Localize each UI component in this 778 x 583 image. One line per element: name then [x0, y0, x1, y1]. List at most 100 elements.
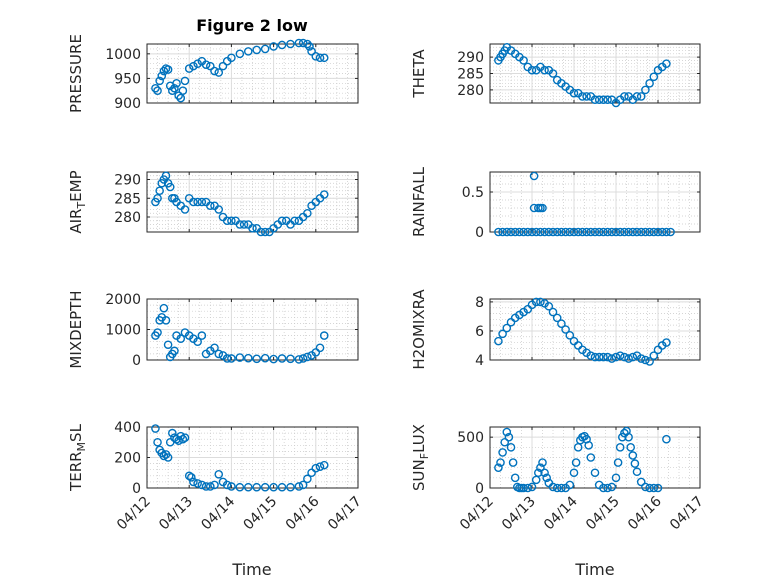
- data-point: [157, 71, 167, 81]
- data-point: [222, 480, 232, 490]
- data-point: [227, 482, 236, 491]
- data-point: [599, 227, 608, 237]
- data-point: [594, 95, 604, 105]
- data-point: [205, 201, 215, 211]
- data-point: [571, 458, 581, 467]
- y-tick-label: 1000: [105, 47, 141, 63]
- data-point: [168, 86, 177, 96]
- data-point: [193, 479, 202, 488]
- data-point: [252, 354, 262, 364]
- data-point: [510, 227, 520, 237]
- data-point: [294, 482, 304, 491]
- data-point: [252, 45, 262, 55]
- subplot-h2omixra: 4 6 8 H2OMIXRA: [410, 289, 701, 370]
- data-point: [653, 227, 663, 237]
- data-point: [607, 354, 617, 363]
- data-point: [260, 227, 270, 237]
- data-point: [557, 319, 566, 328]
- data-point: [584, 440, 594, 450]
- data-point: [536, 297, 545, 307]
- data-point: [303, 39, 312, 49]
- data-point: [502, 427, 512, 437]
- data-point: [239, 220, 249, 229]
- data-point: [565, 480, 575, 490]
- data-point: [252, 482, 262, 492]
- data-point: [286, 482, 295, 492]
- data-point: [544, 227, 554, 237]
- data-point: [227, 216, 236, 226]
- data-point: [201, 482, 211, 491]
- data-point: [227, 354, 236, 363]
- data-point: [189, 477, 198, 487]
- data-point: [243, 47, 253, 56]
- data-point: [531, 297, 541, 307]
- data-point: [515, 227, 524, 237]
- data-point: [494, 336, 503, 346]
- y-tick-label: 2000: [105, 292, 141, 308]
- data-point: [494, 227, 503, 237]
- data-point: [315, 53, 325, 63]
- data-point: [155, 76, 164, 86]
- data-point: [151, 424, 160, 433]
- data-point: [260, 44, 270, 54]
- data-point: [666, 227, 675, 237]
- data-point: [624, 354, 633, 363]
- data-point: [632, 227, 642, 237]
- y-tick-label: 0: [132, 353, 141, 369]
- data-point: [286, 39, 295, 49]
- data-point: [636, 477, 646, 487]
- data-point: [586, 351, 596, 360]
- data-point: [504, 432, 514, 442]
- data-point: [628, 352, 638, 362]
- data-point: [578, 92, 587, 101]
- data-point: [161, 171, 171, 181]
- data-point: [286, 354, 295, 364]
- data-point: [235, 49, 245, 59]
- data-point: [653, 483, 663, 493]
- data-point: [508, 458, 518, 467]
- data-point: [498, 227, 507, 237]
- data-point: [534, 468, 543, 478]
- y-axis-label: AIRTEMP: [67, 170, 88, 233]
- data-point: [155, 186, 164, 196]
- data-point: [561, 325, 570, 334]
- data-point: [557, 227, 566, 237]
- data-point: [235, 482, 245, 492]
- data-point: [269, 42, 278, 51]
- data-point: [613, 458, 623, 467]
- y-tick-label: 285: [457, 67, 484, 83]
- data-point: [603, 352, 612, 362]
- data-point: [260, 482, 270, 492]
- subplot-rainfall: 0 0.5 RAINFALL: [410, 166, 701, 241]
- data-point: [611, 473, 621, 483]
- data-point: [193, 59, 202, 68]
- data-point: [187, 473, 196, 482]
- data-point: [599, 95, 608, 105]
- data-point: [269, 354, 278, 364]
- data-point: [632, 92, 642, 101]
- data-point: [307, 468, 316, 478]
- data-point: [178, 86, 188, 96]
- y-tick-label: 6: [475, 324, 484, 340]
- data-point: [586, 453, 596, 462]
- data-point: [618, 432, 627, 442]
- data-point: [615, 227, 625, 237]
- data-point: [205, 61, 215, 71]
- data-point: [636, 92, 646, 101]
- data-point: [641, 85, 650, 95]
- data-point: [657, 227, 667, 237]
- y-axis-label: TERRMSL: [67, 423, 88, 492]
- data-point: [159, 303, 169, 313]
- data-point: [163, 453, 173, 462]
- data-point: [494, 463, 503, 472]
- data-point: [645, 357, 654, 366]
- data-point: [538, 203, 547, 213]
- figure-title: Figure 2 low: [196, 16, 308, 35]
- data-point: [235, 220, 245, 229]
- subplot-pressure: 900 950 1000 PRESSURE: [67, 34, 359, 113]
- data-point: [569, 227, 579, 237]
- data-point: [540, 65, 549, 75]
- data-point: [620, 227, 629, 237]
- data-point: [197, 331, 207, 340]
- data-point: [153, 328, 162, 337]
